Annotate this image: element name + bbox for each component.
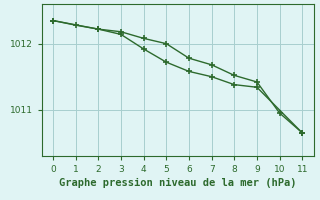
X-axis label: Graphe pression niveau de la mer (hPa): Graphe pression niveau de la mer (hPa) bbox=[59, 178, 296, 188]
